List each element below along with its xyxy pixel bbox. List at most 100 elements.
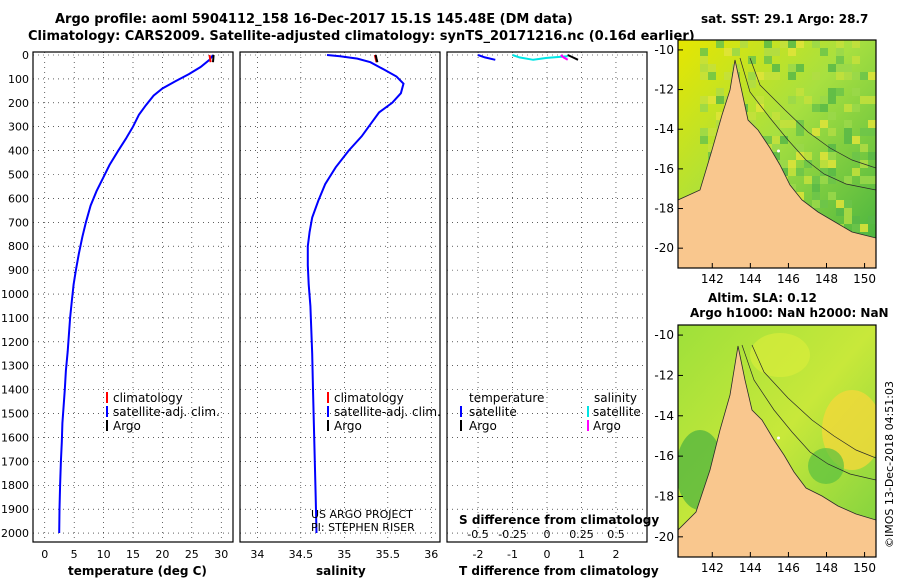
sst-pixel <box>852 168 860 176</box>
sst-pixel <box>860 176 868 184</box>
sst-pixel <box>860 224 868 232</box>
depth-tick-label: 100 <box>8 73 29 86</box>
sst-pixel <box>852 72 860 80</box>
sst-pixel <box>756 96 764 104</box>
satellite-adj-clim--line <box>306 54 405 534</box>
sst-pixel <box>772 48 780 56</box>
salinity-tick-label: 35 <box>337 548 351 561</box>
argo-line <box>374 54 379 63</box>
altim-anomaly-blob <box>750 333 810 377</box>
argo-line <box>212 54 215 63</box>
sst-pixel <box>868 152 876 160</box>
map-lon-tick-label: 142 <box>701 272 724 286</box>
sst-pixel <box>836 40 844 48</box>
sst-pixel <box>700 128 708 136</box>
sst-pixel <box>836 48 844 56</box>
sst-map-frame <box>677 39 877 269</box>
sst-pixel <box>820 120 828 128</box>
depth-tick-label: 1500 <box>1 408 29 421</box>
sst-pixel <box>860 144 868 152</box>
sst-pixel <box>852 104 860 112</box>
sst-pixel <box>764 40 772 48</box>
sst-pixel <box>716 40 724 48</box>
sst-pixel <box>852 88 860 96</box>
map-lat-tick-label: -16 <box>654 449 674 463</box>
sst-pixel <box>828 152 836 160</box>
depth-tick-label: 600 <box>8 192 29 205</box>
sst-deep-contour <box>749 57 876 169</box>
sst-pixel <box>852 56 860 64</box>
sst-pixel <box>844 208 852 216</box>
map-lon-tick-label: 146 <box>777 561 800 575</box>
figure-title-line1: Argo profile: aoml 5904112_158 16-Dec-20… <box>55 12 573 27</box>
sst-pixel <box>828 88 836 96</box>
legend-satellite-adj-label: satellite-adj. clim. <box>334 405 441 419</box>
depth-tick-label: 1300 <box>1 360 29 373</box>
map-lat-tick-label: -14 <box>654 122 674 136</box>
sst-pixel <box>844 104 852 112</box>
sst-pixel <box>820 176 828 184</box>
sst-pixel <box>772 144 780 152</box>
sst-pixel <box>700 96 708 104</box>
sst-pixel <box>780 168 788 176</box>
sst-pixel <box>772 136 780 144</box>
altim-land <box>678 345 876 557</box>
altim-map-frame <box>677 324 877 558</box>
depth-tick-label: 2000 <box>1 527 29 540</box>
map-lat-tick-label: -18 <box>654 202 674 216</box>
sst-pixel <box>804 160 812 168</box>
sst-pixel <box>756 104 764 112</box>
sst-pixel <box>844 176 852 184</box>
sst-pixel <box>700 48 708 56</box>
sst-pixel <box>700 64 708 72</box>
sst-pixel <box>780 40 788 48</box>
t-difference-axis-label: T difference from climatology <box>459 564 659 578</box>
sst-pixel <box>804 176 812 184</box>
argo-line <box>567 54 579 61</box>
sst-pixel <box>708 144 716 152</box>
depth-tick-label: 500 <box>8 169 29 182</box>
sst-pixel <box>788 48 796 56</box>
legend-s-argo-label: Argo <box>593 419 621 433</box>
depth-tick-label: 0 <box>22 49 29 62</box>
sst-pixel <box>788 72 796 80</box>
sst-pixel <box>700 72 708 80</box>
sst-pixel <box>700 136 708 144</box>
t-difference-tick-label: 1 <box>578 548 585 561</box>
sst-pixel <box>780 120 788 128</box>
sst-pixel <box>772 152 780 160</box>
temperature-tick-label: 30 <box>214 548 228 561</box>
sst-pixel <box>804 96 812 104</box>
legend-s-satellite-label: satellite <box>593 405 641 419</box>
sst-pixel <box>828 176 836 184</box>
salinity-tick-label: 36 <box>424 548 438 561</box>
sst-pixel <box>836 56 844 64</box>
depth-tick-label: 1800 <box>1 479 29 492</box>
s-difference-tick-label: 0.5 <box>607 528 625 541</box>
sst-pixel <box>812 192 820 200</box>
sst-pixel <box>748 80 756 88</box>
depth-axis: 0 100 200 300 400 500 600 700 800 900 1000 1100 1200… <box>1 49 29 540</box>
sst-pixel <box>764 136 772 144</box>
t-difference-tick-label: 2 <box>612 548 619 561</box>
map-lat-tick-label: -12 <box>654 83 674 97</box>
sst-pixel <box>772 112 780 120</box>
sst-pixel <box>820 152 828 160</box>
depth-tick-label: 200 <box>8 97 29 110</box>
sst-pixel <box>836 200 844 208</box>
s-difference-axis-label: S difference from climatology <box>459 513 659 527</box>
salinity-tick-label: 35.5 <box>376 548 401 561</box>
map-lat-tick-label: -18 <box>654 489 674 503</box>
depth-tick-label: 1100 <box>1 312 29 325</box>
depth-tick-label: 700 <box>8 216 29 229</box>
map-lat-tick-label: -14 <box>654 409 674 423</box>
s-difference-tick-label: -0.25 <box>498 528 526 541</box>
sst-pixel <box>852 136 860 144</box>
temperature-tick-label: 20 <box>155 548 169 561</box>
sst-pixel <box>852 224 860 232</box>
sst-pixel <box>836 72 844 80</box>
sst-pixel <box>788 168 796 176</box>
altim-map-ticks: 142 144 146 148 150 -10 -12 -14 -16 -18 -20 <box>654 328 876 575</box>
depth-tick-label: 1700 <box>1 455 29 468</box>
sst-pixel <box>796 144 804 152</box>
